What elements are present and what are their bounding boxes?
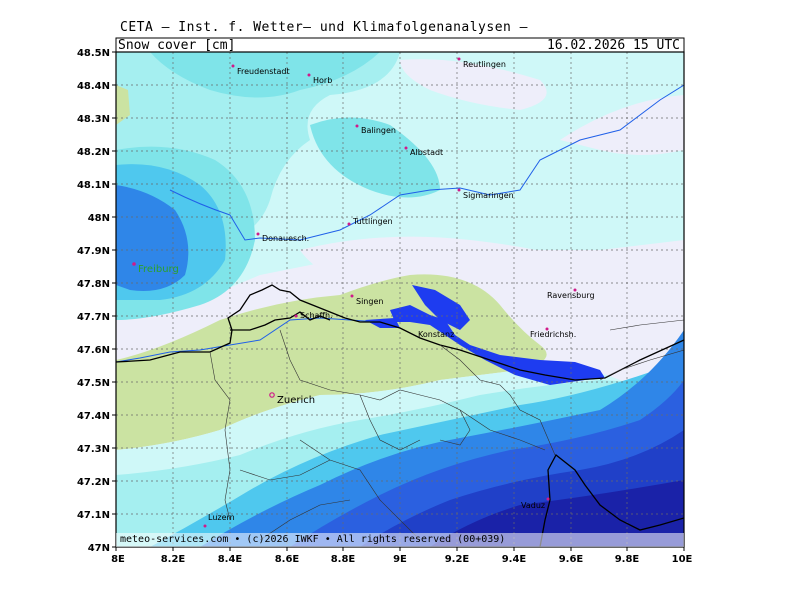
y-tick-label: 48.3N: [77, 114, 110, 125]
city-markers: Freudenstadt Horb Reutlingen Balingen Al…: [132, 57, 595, 528]
liechtenstein-border: [539, 454, 684, 547]
city-label: Schaffh.: [300, 311, 333, 320]
city-label: Albstadt: [410, 148, 443, 157]
city-label: Singen: [356, 297, 383, 306]
city-label: Luzern: [208, 513, 235, 522]
city-label: Friedrichsh.: [530, 330, 576, 339]
y-tick-label: 48.1N: [77, 180, 110, 191]
y-tick-label: 47.3N: [77, 444, 110, 455]
city-label: Donauesch.: [262, 234, 309, 243]
x-tick-label: 8.8E: [331, 554, 356, 565]
danube-river: [169, 84, 684, 241]
y-tick-label: 47.4N: [77, 411, 110, 422]
city-label: Konstanz: [418, 330, 454, 339]
y-tick-label: 47.2N: [77, 477, 110, 488]
header-bar: Snow_cover [cm] 16.02.2026 15 UTC: [116, 38, 684, 53]
city-label: Horb: [313, 76, 332, 85]
rhine-river: [116, 317, 381, 363]
city-label: Freiburg: [138, 264, 179, 275]
city-label: Ravensburg: [547, 291, 595, 300]
x-tick-label: 8.4E: [218, 554, 243, 565]
x-tick-label: 8.6E: [275, 554, 300, 565]
x-tick-label: 10E: [672, 554, 693, 565]
city-marker: [347, 222, 351, 226]
x-tick-label: 9.2E: [445, 554, 470, 565]
city-label: Zuerich: [277, 395, 315, 406]
snow-field: [116, 52, 684, 547]
schaffhausen-border: [230, 311, 331, 331]
map-title: CETA – Inst. f. Wetter– und Klimafolgena…: [120, 20, 529, 35]
city-marker: [307, 73, 311, 77]
x-tick-label: 9E: [393, 554, 407, 565]
y-tick-label: 48.5N: [77, 48, 110, 59]
city-marker: [457, 188, 461, 192]
city-label: Reutlingen: [463, 60, 506, 69]
city-marker: [294, 314, 298, 318]
x-axis-labels: 8E 8.2E 8.4E 8.6E 8.8E 9E 9.2E 9.4E 9.6E…: [111, 554, 692, 565]
city-marker: [269, 392, 275, 398]
city-label: Vaduz: [521, 501, 545, 510]
country-border-north: [116, 284, 684, 381]
y-tick-label: 47.6N: [77, 345, 110, 356]
city-marker: [546, 497, 550, 501]
parameter-label: Snow_cover [cm]: [118, 38, 236, 53]
y-tick-label: 48N: [88, 213, 110, 224]
x-tick-label: 9.8E: [615, 554, 640, 565]
city-marker: [231, 64, 235, 68]
city-marker: [545, 327, 549, 331]
x-tick-label: 9.6E: [559, 554, 584, 565]
y-tick-label: 47.5N: [77, 378, 110, 389]
city-label: Balingen: [361, 126, 396, 135]
city-label: Freudenstadt: [237, 67, 290, 76]
y-tick-label: 47.9N: [77, 246, 110, 257]
city-marker: [203, 524, 207, 528]
x-tick-label: 8.2E: [161, 554, 186, 565]
y-tick-label: 47N: [88, 543, 110, 554]
y-tick-label: 47.1N: [77, 510, 110, 521]
datetime-label: 16.02.2026 15 UTC: [546, 38, 680, 53]
city-marker: [573, 288, 577, 292]
copyright-footer: meteo-services.com • (c)2026 IWKF • All …: [120, 534, 506, 545]
city-marker: [132, 262, 136, 266]
city-label: Sigmaringen: [463, 191, 514, 200]
canton-borders: [209, 319, 684, 541]
city-label: Tuttlingen: [352, 217, 393, 226]
x-tick-label: 9.4E: [502, 554, 527, 565]
y-tick-label: 47.7N: [77, 312, 110, 323]
city-marker: [256, 232, 260, 236]
y-axis-labels: 48.5N 48.4N 48.3N 48.2N 48.1N 48N 47.9N …: [77, 48, 110, 554]
city-marker: [404, 146, 408, 150]
y-tick-label: 48.4N: [77, 81, 110, 92]
city-marker: [355, 124, 359, 128]
x-tick-label: 8E: [111, 554, 125, 565]
y-tick-label: 48.2N: [77, 147, 110, 158]
y-tick-label: 47.8N: [77, 279, 110, 290]
city-marker: [350, 294, 354, 298]
city-marker: [457, 57, 461, 61]
footer-strip: [116, 533, 684, 547]
